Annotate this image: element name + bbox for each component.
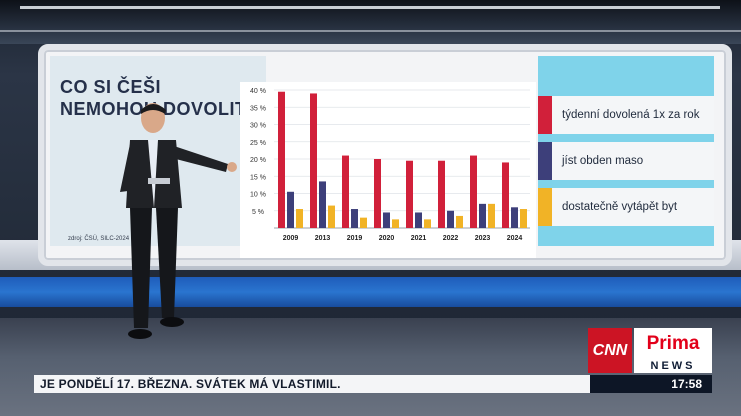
bar-2022-series-2 [456, 215, 463, 228]
y-tick-label: 40 % [250, 88, 266, 95]
x-tick-label: 2013 [315, 235, 331, 242]
legend-label: dostatečně vytápět byt [552, 188, 714, 226]
bar-2023-series-1 [479, 203, 486, 228]
bar-2019-series-1 [351, 209, 358, 228]
x-tick-label: 2021 [411, 235, 427, 242]
bar-2021-series-0 [406, 160, 413, 228]
legend-swatch [538, 188, 552, 226]
bar-2013-series-2 [328, 205, 335, 228]
presenter-shoe [128, 329, 152, 339]
presenter-shirt [148, 140, 158, 208]
chart-source: zdroj: ČSÚ, SILC-2024 [68, 236, 130, 242]
legend-item-heating: dostatečně vytápět byt [538, 188, 714, 226]
bar-2021-series-1 [415, 212, 422, 228]
bar-2019-series-0 [342, 155, 349, 228]
legend-label: týdenní dovolená 1x za rok [552, 96, 714, 134]
chart-background [240, 82, 536, 258]
x-tick-label: 2009 [283, 235, 299, 242]
bar-2013-series-1 [319, 181, 326, 228]
video-wall: CO SI ČEŠI NEMOHOU DOVOLIT zdroj: ČSÚ, S… [38, 44, 732, 266]
studio-blue-light-strip [0, 277, 741, 307]
legend-swatch [538, 142, 552, 180]
bar-2020-series-0 [374, 159, 381, 228]
bar-2022-series-1 [447, 210, 454, 228]
studio-ceiling [0, 0, 741, 44]
presenter [120, 103, 237, 339]
chart-bars [278, 91, 527, 228]
x-tick-label: 2020 [379, 235, 395, 242]
bar-2013-series-0 [310, 93, 317, 228]
bar-2020-series-1 [383, 212, 390, 228]
presenter-hand [227, 162, 237, 172]
ceiling-light-strip [20, 6, 720, 9]
y-tick-label: 10 % [250, 192, 266, 199]
bar-2009-series-0 [278, 91, 285, 228]
ceiling-truss [0, 30, 741, 32]
y-tick-label: 5 % [252, 209, 264, 216]
bar-2019-series-2 [360, 217, 367, 228]
presenter-arm-pointing [172, 146, 228, 172]
bar-2024-series-1 [511, 207, 518, 228]
x-axis-labels: 2009 2013 2019 2020 2021 2022 2023 2024 [283, 235, 523, 242]
bar-2024-series-0 [502, 162, 509, 228]
presenter-hair [141, 104, 166, 114]
x-tick-label: 2022 [443, 235, 459, 242]
presenter-tablet [148, 178, 170, 184]
presenter-leg-right [156, 208, 178, 318]
bar-2023-series-2 [488, 203, 495, 228]
news-ticker: JE PONDĚLÍ 17. BŘEZNA. SVÁTEK MÁ VLASTIM… [34, 375, 590, 393]
presenter-leg-left [130, 208, 152, 328]
y-tick-label: 25 % [250, 140, 266, 147]
prima-logo: Prima [634, 328, 712, 359]
ticker-text: JE PONDĚLÍ 17. BŘEZNA. SVÁTEK MÁ VLASTIM… [40, 377, 341, 391]
presenter-shoe [160, 317, 184, 327]
bar-2022-series-0 [438, 160, 445, 228]
y-tick-label: 30 % [250, 123, 266, 130]
bar-chart: 40 % 35 % 30 % 25 % 20 % 15 % 10 % 5 % 2009 2013… [240, 82, 536, 258]
x-tick-label: 2024 [507, 235, 523, 242]
bar-2021-series-2 [424, 219, 431, 228]
bar-2023-series-0 [470, 155, 477, 228]
y-axis-ticks: 40 % 35 % 30 % 25 % 20 % 15 % 10 % 5 % [250, 88, 266, 216]
cnn-logo: CNN [588, 328, 632, 373]
bar-2024-series-2 [520, 209, 527, 228]
clock: 17:58 [590, 375, 712, 393]
news-logo: NEWS [634, 359, 712, 373]
legend-item-vacation: týdenní dovolená 1x za rok [538, 96, 714, 134]
bar-2009-series-1 [287, 191, 294, 228]
bar-2009-series-2 [296, 209, 303, 228]
legend: týdenní dovolená 1x za rok jíst obden ma… [538, 56, 714, 246]
y-tick-label: 35 % [250, 105, 266, 112]
legend-label: jíst obden maso [552, 142, 714, 180]
legend-item-meat: jíst obden maso [538, 142, 714, 180]
legend-swatch [538, 96, 552, 134]
bar-2020-series-2 [392, 219, 399, 228]
x-tick-label: 2019 [347, 235, 363, 242]
y-tick-label: 15 % [250, 174, 266, 181]
y-tick-label: 20 % [250, 157, 266, 164]
presenter-arm-left [120, 144, 152, 192]
x-tick-label: 2023 [475, 235, 491, 242]
